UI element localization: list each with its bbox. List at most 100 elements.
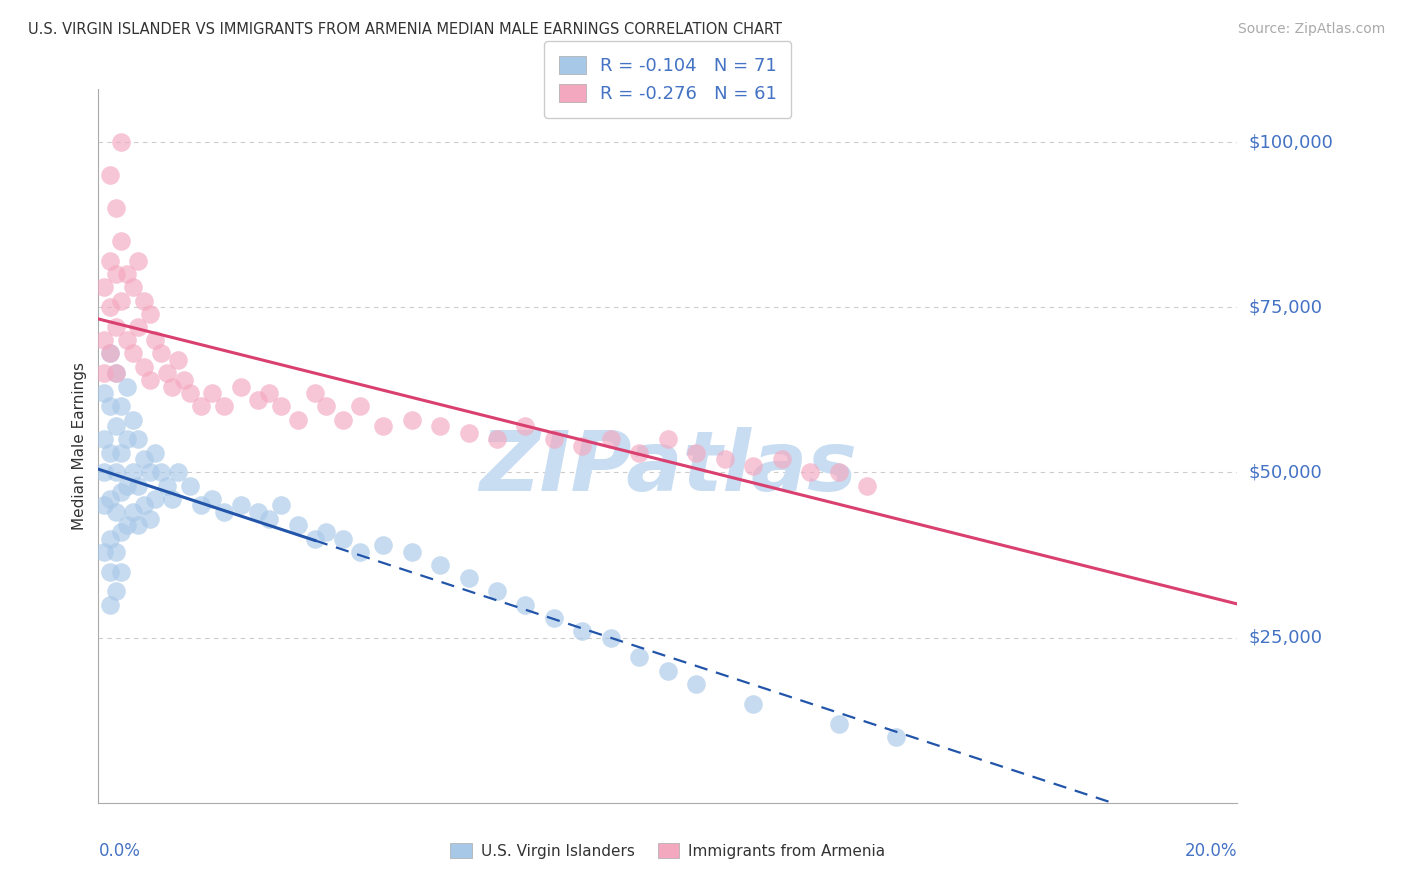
Point	[110, 445, 132, 459]
Point	[98, 532, 121, 546]
Point	[246, 392, 269, 407]
Point	[104, 367, 127, 381]
Point	[457, 425, 479, 440]
Point	[115, 518, 138, 533]
Point	[229, 379, 252, 393]
Point	[138, 466, 160, 480]
Text: $25,000: $25,000	[1249, 629, 1323, 647]
Point	[138, 511, 160, 525]
Point	[571, 439, 593, 453]
Point	[401, 412, 423, 426]
Point	[93, 466, 115, 480]
Point	[138, 307, 160, 321]
Point	[201, 491, 224, 506]
Text: 0.0%: 0.0%	[98, 842, 141, 860]
Point	[515, 598, 537, 612]
Point	[104, 419, 127, 434]
Point	[457, 571, 479, 585]
Point	[212, 400, 235, 414]
Point	[600, 631, 623, 645]
Point	[115, 379, 138, 393]
Point	[401, 545, 423, 559]
Point	[110, 485, 132, 500]
Point	[98, 346, 121, 360]
Point	[685, 677, 707, 691]
Point	[104, 466, 127, 480]
Point	[349, 545, 371, 559]
Point	[828, 716, 851, 731]
Point	[121, 505, 143, 519]
Point	[770, 452, 793, 467]
Point	[127, 254, 149, 268]
Point	[571, 624, 593, 638]
Point	[429, 558, 451, 572]
Point	[856, 478, 879, 492]
Point	[104, 505, 127, 519]
Point	[304, 532, 326, 546]
Point	[190, 400, 212, 414]
Point	[685, 445, 707, 459]
Point	[127, 518, 149, 533]
Point	[332, 532, 354, 546]
Point	[132, 359, 155, 374]
Point	[110, 400, 132, 414]
Point	[332, 412, 354, 426]
Point	[259, 386, 281, 401]
Point	[657, 433, 679, 447]
Point	[657, 664, 679, 678]
Point	[115, 433, 138, 447]
Text: ZIPatlas: ZIPatlas	[479, 427, 856, 508]
Text: $50,000: $50,000	[1249, 464, 1322, 482]
Point	[162, 379, 184, 393]
Point	[110, 293, 132, 308]
Point	[110, 234, 132, 248]
Point	[190, 499, 212, 513]
Point	[104, 584, 127, 599]
Text: Source: ZipAtlas.com: Source: ZipAtlas.com	[1237, 22, 1385, 37]
Point	[167, 353, 190, 368]
Point	[98, 346, 121, 360]
Point	[127, 478, 149, 492]
Point	[714, 452, 737, 467]
Point	[115, 333, 138, 347]
Point	[127, 433, 149, 447]
Point	[201, 386, 224, 401]
Point	[138, 373, 160, 387]
Point	[884, 730, 907, 744]
Point	[167, 466, 190, 480]
Point	[98, 254, 121, 268]
Point	[486, 584, 509, 599]
Point	[156, 367, 179, 381]
Point	[98, 598, 121, 612]
Point	[104, 367, 127, 381]
Point	[150, 466, 173, 480]
Point	[104, 267, 127, 281]
Point	[98, 168, 121, 182]
Point	[127, 320, 149, 334]
Point	[270, 400, 292, 414]
Point	[132, 293, 155, 308]
Point	[315, 524, 337, 539]
Point	[742, 458, 765, 473]
Point	[145, 445, 167, 459]
Point	[145, 491, 167, 506]
Point	[212, 505, 235, 519]
Point	[93, 545, 115, 559]
Legend: U.S. Virgin Islanders, Immigrants from Armenia: U.S. Virgin Islanders, Immigrants from A…	[443, 836, 893, 866]
Point	[98, 300, 121, 314]
Point	[110, 565, 132, 579]
Point	[349, 400, 371, 414]
Point	[104, 201, 127, 215]
Point	[628, 445, 651, 459]
Point	[132, 499, 155, 513]
Text: U.S. VIRGIN ISLANDER VS IMMIGRANTS FROM ARMENIA MEDIAN MALE EARNINGS CORRELATION: U.S. VIRGIN ISLANDER VS IMMIGRANTS FROM …	[28, 22, 782, 37]
Point	[93, 280, 115, 294]
Text: $75,000: $75,000	[1249, 298, 1323, 317]
Point	[98, 491, 121, 506]
Point	[828, 466, 851, 480]
Point	[742, 697, 765, 711]
Point	[373, 538, 395, 552]
Point	[315, 400, 337, 414]
Point	[110, 524, 132, 539]
Point	[543, 433, 565, 447]
